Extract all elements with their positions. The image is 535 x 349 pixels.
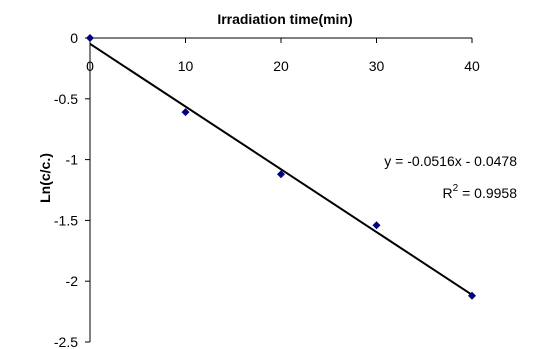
y-axis-title: Ln(c/c.) (37, 153, 53, 203)
trendline (89, 42, 473, 296)
y-tick-label-1: -0.5 (54, 91, 78, 107)
y-tick-label-0: 0 (70, 30, 78, 46)
data-point-4 (468, 291, 476, 300)
r-squared-label: R2 = 0.9958 (443, 183, 518, 201)
r-squared-value: = 0.9958 (458, 185, 517, 201)
trendline-equation: y = -0.0516x - 0.0478 (384, 153, 517, 169)
x-tick-label-3: 30 (369, 58, 385, 74)
y-tick-label-5: -2.5 (54, 334, 78, 349)
x-tick-label-2: 20 (273, 58, 289, 74)
r-squared-superscript: 2 (453, 183, 459, 194)
data-points (86, 34, 476, 300)
y-tick-label-3: -1.5 (54, 212, 78, 228)
data-point-3 (372, 221, 381, 230)
x-tick-label-4: 40 (464, 58, 480, 74)
x-tick-label-1: 10 (178, 58, 194, 74)
y-tick-label-4: -2 (66, 273, 79, 289)
y-ticks: 0 -0.5 -1 -1.5 -2 -2.5 (54, 30, 90, 349)
data-point-0 (86, 34, 94, 42)
x-ticks: 0 10 20 30 40 (86, 38, 480, 74)
x-tick-label-0: 0 (86, 58, 94, 74)
data-point-2 (277, 170, 285, 179)
y-tick-label-2: -1 (66, 152, 79, 168)
r-squared-prefix: R (443, 185, 453, 201)
x-axis-title: Irradiation time(min) (217, 11, 352, 27)
data-point-1 (181, 108, 190, 117)
